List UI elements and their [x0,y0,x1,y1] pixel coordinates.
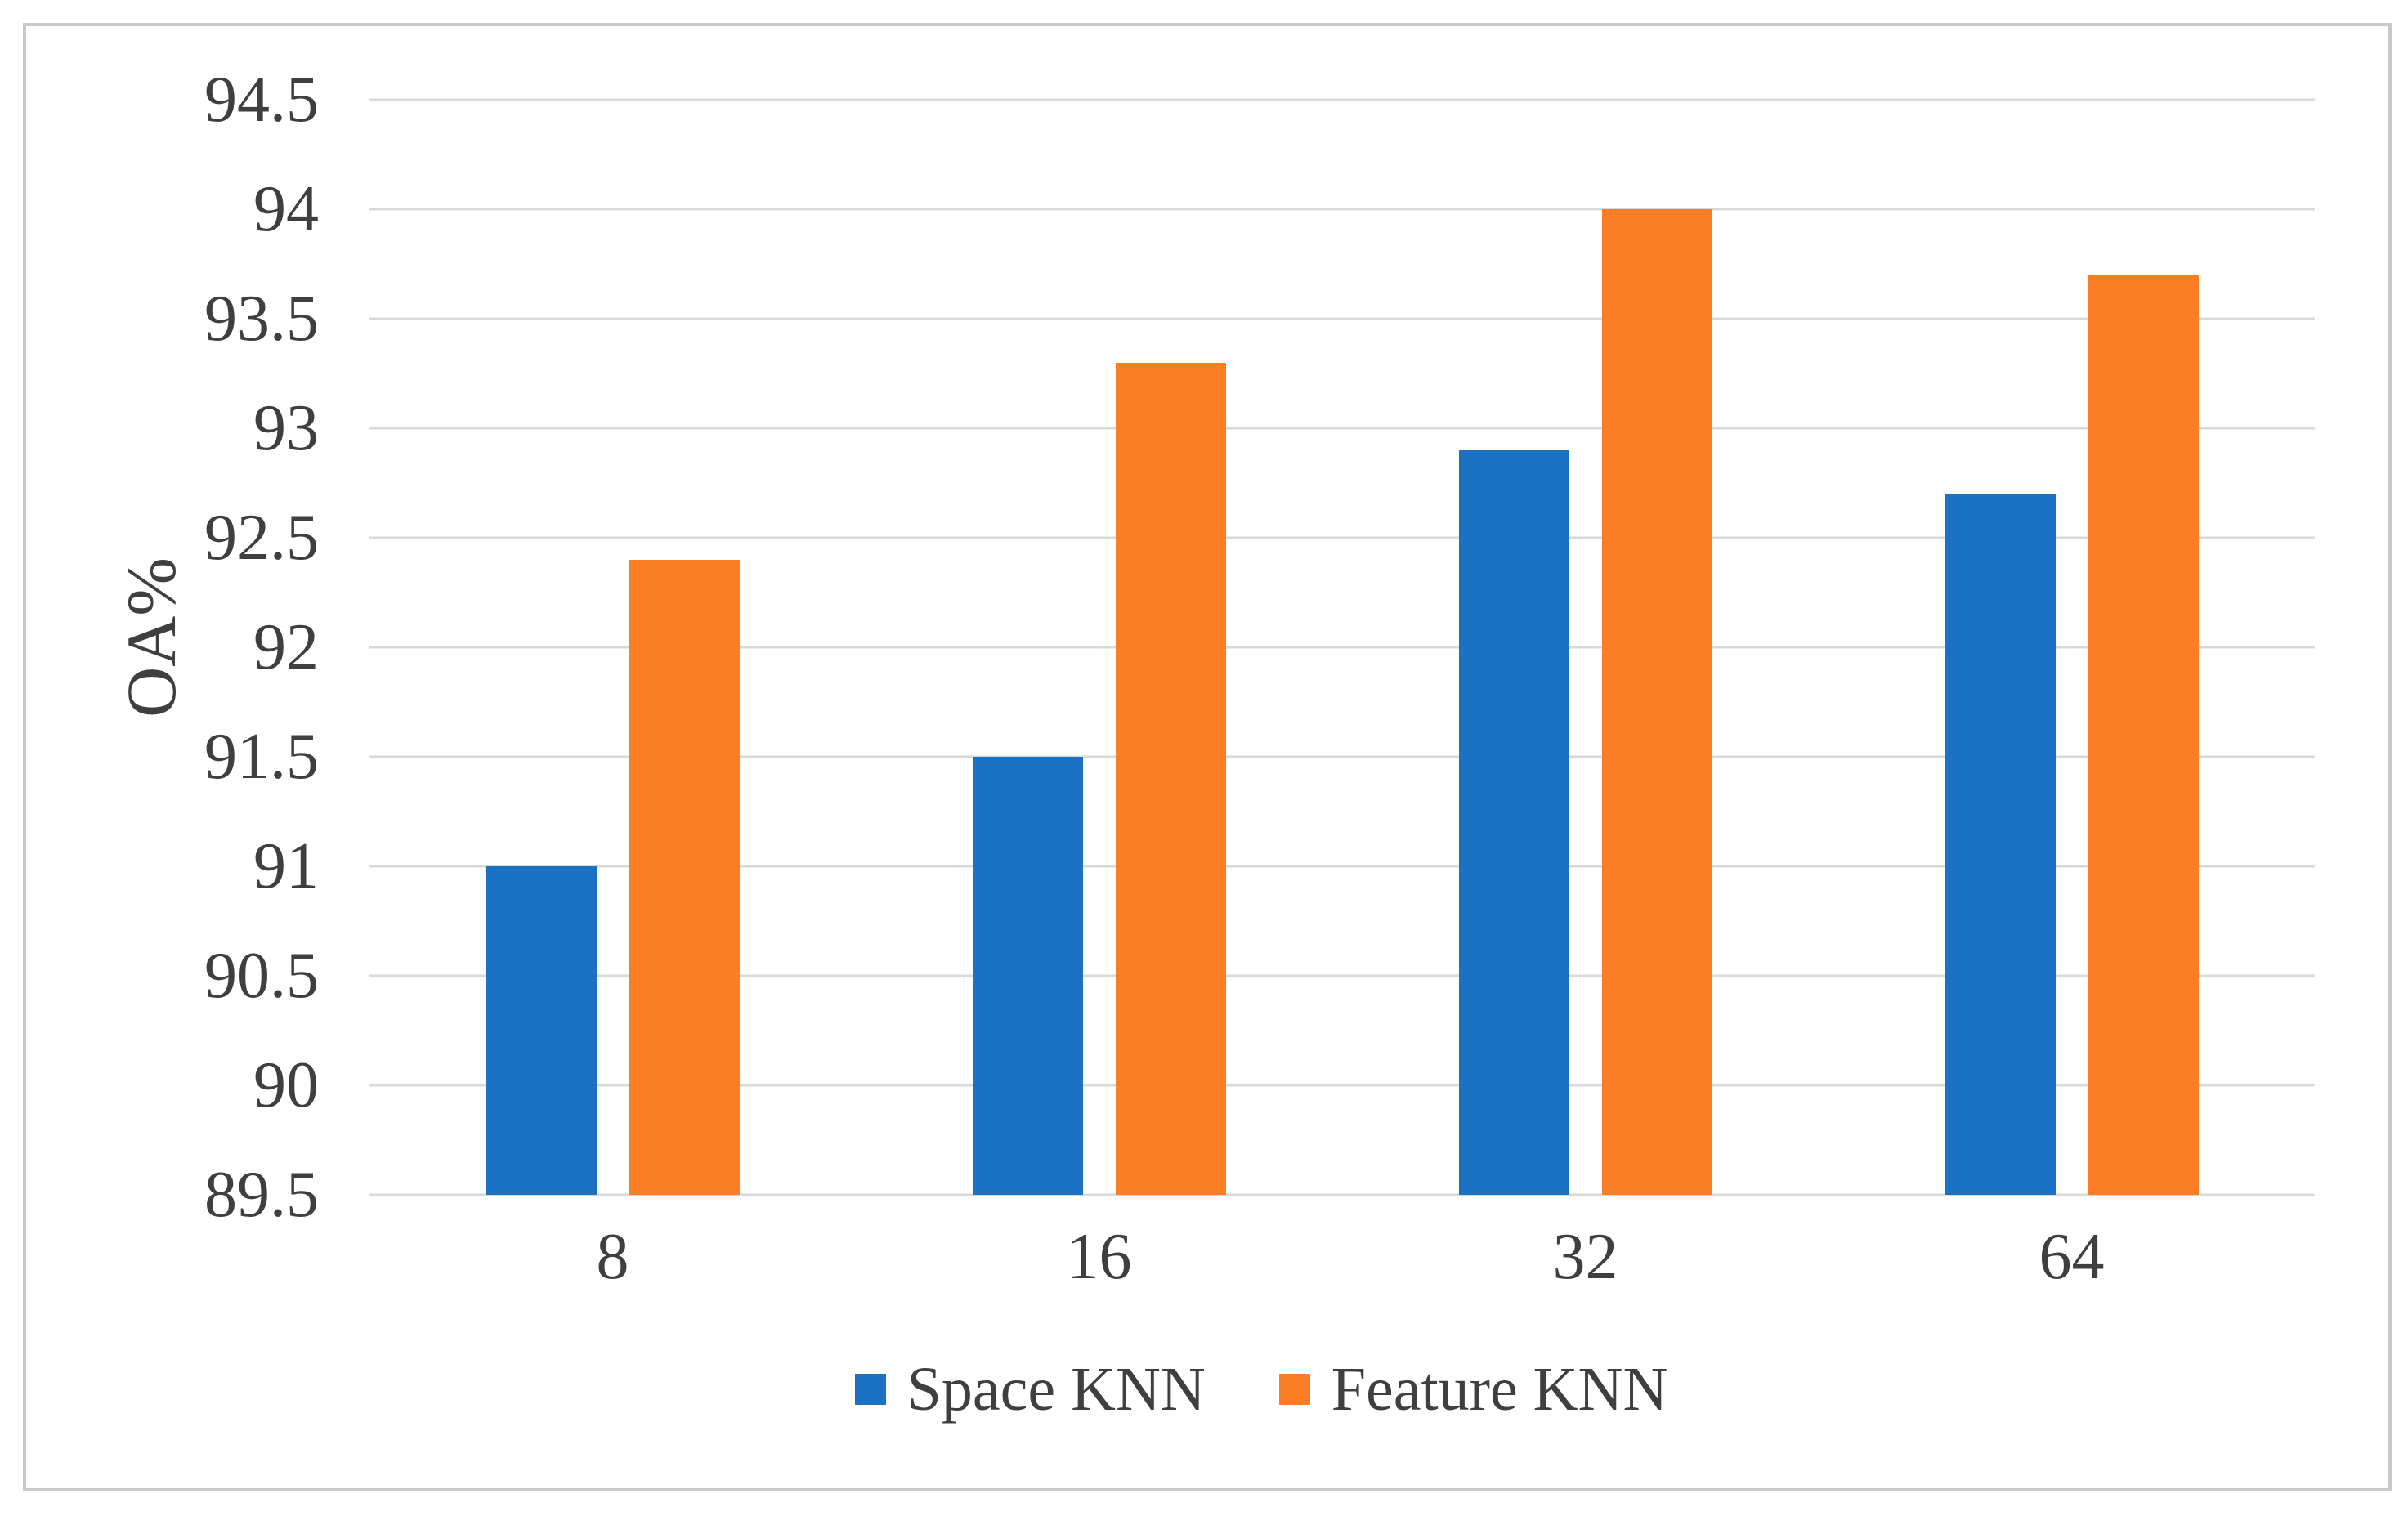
legend-item-feature-knn: Feature KNN [1278,1355,1668,1424]
legend: Space KNN Feature KNN [57,1357,2408,1422]
gridline [369,208,2315,211]
gridline [369,646,2315,649]
gridline [369,1084,2315,1087]
bar-feature-knn-32 [1601,209,1712,1195]
bar-groups [369,100,2315,1195]
gridline [369,98,2315,101]
gridline [369,974,2315,977]
x-tick-label: 16 [1066,1221,1132,1293]
y-tick-label: 93.5 [204,283,319,355]
legend-marker [1278,1374,1310,1405]
legend-item-space-knn: Space KNN [854,1355,1206,1424]
x-tick-label: 8 [596,1221,629,1293]
legend-label: Feature KNN [1331,1355,1668,1424]
y-tick-label: 92 [253,611,319,683]
y-tick-label: 90.5 [204,940,319,1012]
y-tick-label: 94 [253,173,319,245]
bar-feature-knn-8 [629,559,740,1195]
bar-group-64 [1828,100,2315,1195]
bar-feature-knn-64 [2088,275,2199,1195]
y-tick-label: 92.5 [204,502,319,574]
x-tick-label: 64 [2039,1221,2105,1293]
gridline [369,1193,2315,1196]
bar-group-16 [856,100,1342,1195]
bar-space-knn-8 [486,866,597,1195]
y-tick-label: 91 [253,830,319,902]
gridline [369,865,2315,868]
gridline [369,427,2315,430]
gridline [369,317,2315,320]
y-tick-label: 94.5 [204,64,319,136]
bar-space-knn-64 [1945,494,2056,1195]
x-axis: 8 16 32 64 [369,1224,2315,1290]
gridline [369,536,2315,539]
figure-frame [23,23,2392,1491]
plot-area [369,98,2315,1196]
bar-space-knn-32 [1458,449,1569,1195]
y-axis: 89.5 90 90.5 91 91.5 92 92.5 93 93.5 94 94.5 [0,67,369,1228]
y-tick-label: 90 [253,1049,319,1121]
legend-label: Space KNN [906,1355,1206,1424]
bar-group-8 [369,100,856,1195]
y-tick-label: 89.5 [204,1159,319,1231]
gridline [369,755,2315,758]
bar-group-32 [1342,100,1828,1195]
y-tick-label: 91.5 [204,721,319,793]
x-tick-label: 32 [1552,1221,1618,1293]
bar-feature-knn-16 [1115,362,1226,1195]
y-tick-label: 93 [253,392,319,464]
bar-space-knn-16 [972,757,1083,1195]
legend-marker [854,1374,886,1405]
